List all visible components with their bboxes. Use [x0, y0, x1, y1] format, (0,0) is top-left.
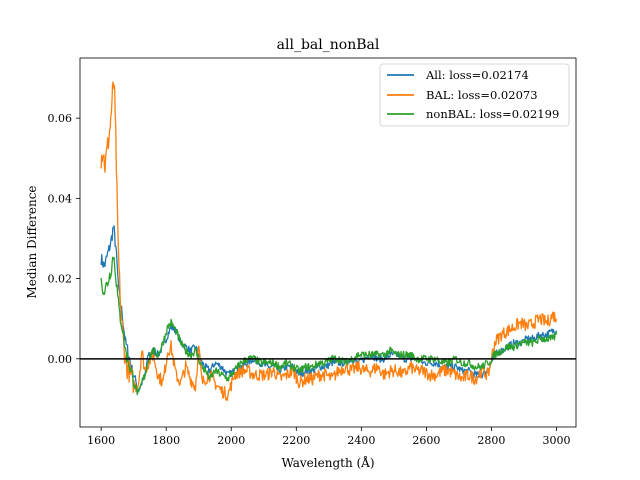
x-tick-label: 2400 — [347, 434, 375, 447]
y-tick-label: 0.06 — [48, 112, 73, 125]
legend: All: loss=0.02174 BAL: loss=0.02073 nonB… — [379, 63, 570, 127]
y-axis-label: Median Difference — [25, 185, 39, 298]
x-tick-label: 2200 — [282, 434, 310, 447]
x-tick-label: 1600 — [87, 434, 115, 447]
x-tick-label: 2000 — [217, 434, 245, 447]
x-tick-label: 3000 — [542, 434, 570, 447]
series-line-all — [100, 225, 558, 393]
legend-label-bal: BAL: loss=0.02073 — [426, 88, 538, 102]
x-axis: 1600 1800 2000 2200 2400 2600 2800 3000 — [87, 427, 570, 447]
y-axis: 0.00 0.02 0.04 0.06 — [48, 112, 80, 366]
y-tick-label: 0.04 — [48, 192, 73, 205]
chart-title: all_bal_nonBal — [277, 37, 380, 53]
x-axis-label: Wavelength (Å) — [281, 455, 374, 470]
y-tick-label: 0.00 — [48, 353, 73, 366]
legend-label-nonbal: nonBAL: loss=0.02199 — [426, 107, 559, 121]
x-tick-label: 1800 — [152, 434, 180, 447]
legend-label-all: All: loss=0.02174 — [425, 68, 529, 82]
series-line-bal — [100, 81, 558, 402]
x-tick-label: 2600 — [412, 434, 440, 447]
axes-frame — [79, 57, 577, 428]
x-tick-label: 2800 — [477, 434, 505, 447]
plot-area — [80, 81, 576, 402]
series-line-nonbal — [100, 256, 558, 396]
legend-box — [379, 63, 570, 127]
y-tick-label: 0.02 — [48, 273, 73, 286]
